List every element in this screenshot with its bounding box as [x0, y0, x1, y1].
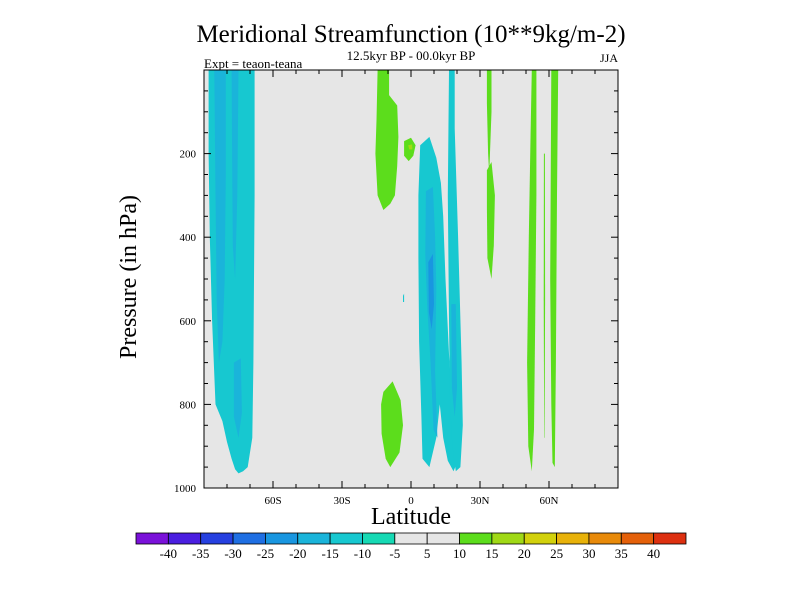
colorbar-label: 30	[582, 546, 595, 561]
colorbar-box	[330, 533, 362, 544]
y-axis-label: Pressure (in hPa)	[116, 195, 142, 359]
colorbar-box	[233, 533, 265, 544]
colorbar-label: 25	[550, 546, 563, 561]
colorbar-label: -15	[321, 546, 338, 561]
colorbar-label: -40	[160, 546, 177, 561]
colorbar-box	[136, 533, 168, 544]
colorbar-label: -10	[354, 546, 371, 561]
colorbar-box	[492, 533, 524, 544]
y-tick-label: 600	[180, 316, 197, 328]
x-tick-label: 30N	[471, 495, 490, 507]
colorbar-label: -25	[257, 546, 274, 561]
experiment-label: Expt = teaon-teana	[204, 56, 303, 71]
colorbar-box	[589, 533, 621, 544]
x-tick-label: 60N	[540, 495, 559, 507]
colorbar-box	[524, 533, 556, 544]
chart-subtitle: 12.5kyr BP - 00.0kyr BP	[347, 48, 476, 63]
streamfunction-chart: Meridional Streamfunction (10**9kg/m-2) …	[0, 0, 800, 600]
season-label: JJA	[600, 51, 618, 65]
colorbar-label: -5	[389, 546, 400, 561]
colorbar-box	[298, 533, 330, 544]
colorbar-label: -30	[224, 546, 241, 561]
x-tick-label: 30S	[333, 495, 350, 507]
colorbar-labels: -40 -35 -30 -25 -20 -15 -10 -5 5 10 15 20 25 30 35 40	[160, 546, 660, 561]
y-tick-label: 1000	[174, 483, 197, 495]
colorbar	[136, 533, 686, 544]
x-axis-label: Latitude	[371, 504, 451, 530]
colorbar-label: 10	[453, 546, 466, 561]
colorbar-label: -35	[192, 546, 209, 561]
colorbar-label: 35	[615, 546, 628, 561]
colorbar-label: 20	[518, 546, 531, 561]
colorbar-box	[427, 533, 459, 544]
colorbar-box	[621, 533, 653, 544]
colorbar-box	[460, 533, 492, 544]
colorbar-label: -20	[289, 546, 306, 561]
y-tick-label: 400	[180, 232, 197, 244]
colorbar-box	[168, 533, 200, 544]
x-tick-label: 60S	[264, 495, 281, 507]
colorbar-box	[201, 533, 233, 544]
chart-title: Meridional Streamfunction (10**9kg/m-2)	[196, 21, 625, 48]
colorbar-box	[265, 533, 297, 544]
colorbar-box	[395, 533, 427, 544]
colorbar-box	[654, 533, 686, 544]
colorbar-box	[557, 533, 589, 544]
colorbar-label: 15	[485, 546, 498, 561]
y-tick-label: 800	[180, 399, 197, 411]
y-tick-label: 200	[180, 149, 197, 161]
colorbar-label: 40	[647, 546, 660, 561]
colorbar-box	[362, 533, 394, 544]
colorbar-label: 5	[424, 546, 431, 561]
